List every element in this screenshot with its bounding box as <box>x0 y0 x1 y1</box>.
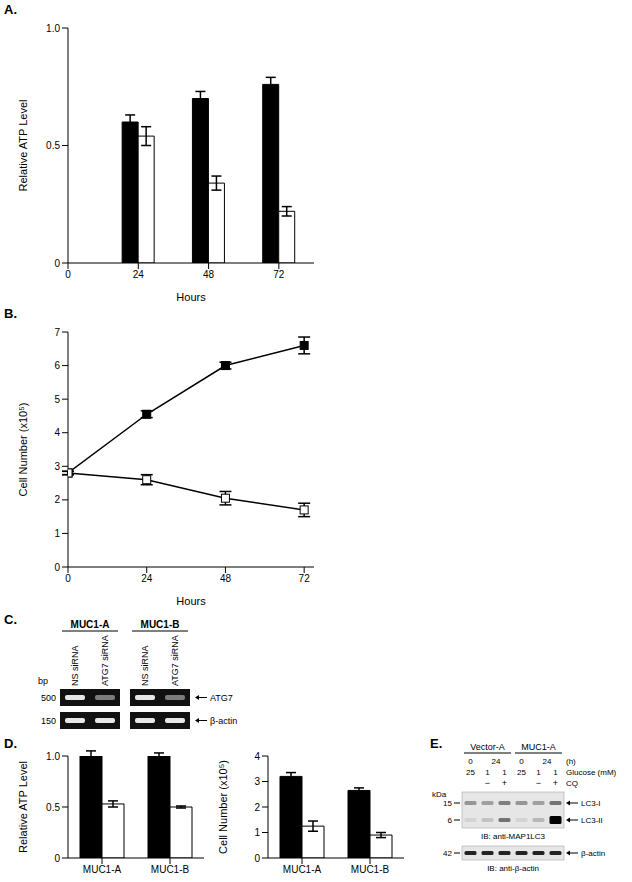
svg-text:72: 72 <box>273 269 285 280</box>
svg-text:NS siRNA: NS siRNA <box>140 645 150 686</box>
svg-text:bp: bp <box>38 676 48 686</box>
svg-text:Hours: Hours <box>176 595 206 607</box>
svg-text:Glucose (mM): Glucose (mM) <box>566 768 617 777</box>
svg-text:4: 4 <box>254 751 260 762</box>
html-text:E.: E. <box>430 736 443 751</box>
svg-text:42: 42 <box>443 849 452 858</box>
svg-text:Vector-A: Vector-A <box>470 742 505 752</box>
svg-text:Relative ATP Level: Relative ATP Level <box>17 761 29 853</box>
svg-text:IB: anti-β-actin: IB: anti-β-actin <box>487 864 539 873</box>
svg-text:5: 5 <box>54 394 60 405</box>
svg-text:24: 24 <box>141 573 153 584</box>
svg-text:0: 0 <box>519 757 524 766</box>
svg-text:0.5: 0.5 <box>46 802 60 813</box>
svg-text:48: 48 <box>220 573 232 584</box>
svg-text:Cell Number (x10⁵): Cell Number (x10⁵) <box>217 760 229 854</box>
svg-text:1: 1 <box>54 528 60 539</box>
html-text:B.: B. <box>4 306 17 321</box>
svg-text:LC3-I: LC3-I <box>581 799 601 808</box>
svg-text:0: 0 <box>54 258 60 269</box>
html-text:D.: D. <box>4 736 17 751</box>
svg-text:−: − <box>536 778 541 788</box>
svg-text:6: 6 <box>54 360 60 371</box>
svg-text:CQ: CQ <box>566 779 578 788</box>
svg-text:MUC1-B: MUC1-B <box>141 619 180 630</box>
svg-text:1.0: 1.0 <box>46 751 60 762</box>
svg-text:72: 72 <box>299 573 311 584</box>
svg-text:3: 3 <box>254 776 260 787</box>
svg-text:25: 25 <box>517 768 526 777</box>
svg-text:ATG7 siRNA: ATG7 siRNA <box>170 635 180 686</box>
svg-text:0: 0 <box>54 562 60 573</box>
svg-text:0: 0 <box>65 573 71 584</box>
svg-text:48: 48 <box>203 269 215 280</box>
svg-text:6: 6 <box>448 816 453 825</box>
svg-text:2: 2 <box>54 494 60 505</box>
svg-text:24: 24 <box>543 757 552 766</box>
svg-text:0: 0 <box>468 757 473 766</box>
svg-text:IB: anti-MAP1LC3: IB: anti-MAP1LC3 <box>481 832 546 841</box>
svg-text:1: 1 <box>536 768 541 777</box>
svg-text:1: 1 <box>485 768 490 777</box>
svg-text:7: 7 <box>54 327 60 338</box>
svg-text:0.5: 0.5 <box>46 140 60 151</box>
svg-text:+: + <box>502 778 507 788</box>
svg-text:24: 24 <box>492 757 501 766</box>
svg-text:3: 3 <box>54 461 60 472</box>
svg-text:2: 2 <box>254 802 260 813</box>
svg-text:LC3-II: LC3-II <box>581 816 603 825</box>
svg-text:NS siRNA: NS siRNA <box>70 645 80 686</box>
svg-text:500: 500 <box>41 693 56 703</box>
svg-text:+: + <box>553 778 558 788</box>
svg-text:Relative ATP Level: Relative ATP Level <box>17 100 29 192</box>
svg-text:1.0: 1.0 <box>46 23 60 34</box>
svg-text:MUC1-A: MUC1-A <box>83 864 122 875</box>
svg-text:MUC1-A: MUC1-A <box>521 742 556 752</box>
svg-text:1: 1 <box>502 768 507 777</box>
svg-text:ATG7: ATG7 <box>210 693 233 703</box>
svg-text:MUC1-B: MUC1-B <box>151 864 190 875</box>
html-text:C.: C. <box>4 612 17 627</box>
svg-text:kDa: kDa <box>432 790 447 799</box>
svg-text:150: 150 <box>41 716 56 726</box>
svg-text:15: 15 <box>443 799 452 808</box>
svg-text:MUC1-A: MUC1-A <box>283 864 322 875</box>
svg-text:Hours: Hours <box>176 291 206 303</box>
html-text:A.: A. <box>4 2 17 17</box>
svg-text:0: 0 <box>254 853 260 864</box>
svg-text:4: 4 <box>54 427 60 438</box>
svg-text:Cell Number (x10⁵): Cell Number (x10⁵) <box>17 403 29 497</box>
svg-text:−: − <box>485 778 490 788</box>
svg-text:β-actin: β-actin <box>581 849 605 858</box>
svg-text:25: 25 <box>466 768 475 777</box>
svg-text:β-actin: β-actin <box>210 716 237 726</box>
svg-text:1: 1 <box>254 827 260 838</box>
svg-text:0: 0 <box>54 853 60 864</box>
svg-text:0: 0 <box>65 269 71 280</box>
svg-text:1: 1 <box>553 768 558 777</box>
svg-text:MUC1-A: MUC1-A <box>71 619 110 630</box>
svg-text:(h): (h) <box>566 757 576 766</box>
svg-text:24: 24 <box>133 269 145 280</box>
svg-text:ATG7 siRNA: ATG7 siRNA <box>100 635 110 686</box>
svg-text:MUC1-B: MUC1-B <box>351 864 390 875</box>
